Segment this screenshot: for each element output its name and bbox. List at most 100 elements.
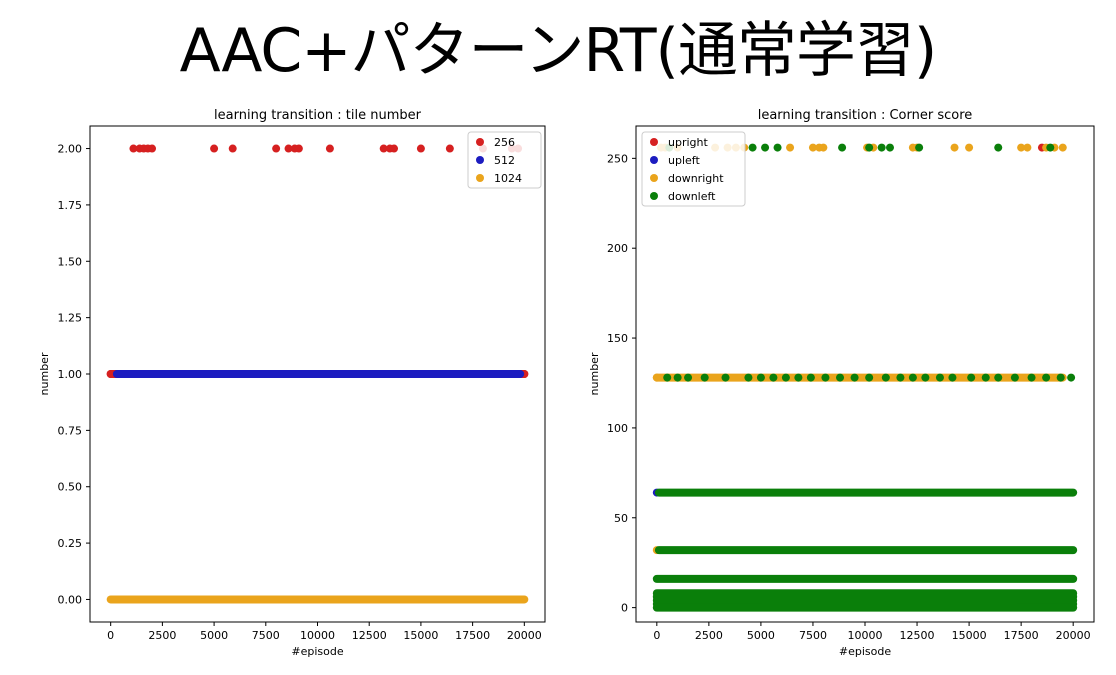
legend-label: 512	[494, 154, 515, 167]
legend-marker	[476, 174, 484, 182]
x-tick-label: 2500	[148, 629, 176, 642]
data-point	[808, 143, 817, 152]
y-tick-label: 1.00	[58, 368, 83, 381]
data-point	[1017, 143, 1026, 152]
data-point	[325, 144, 334, 153]
data-point	[673, 373, 682, 382]
legend-label: 256	[494, 136, 515, 149]
data-point	[284, 144, 293, 153]
data-point	[748, 143, 757, 152]
x-tick-label: 0	[653, 629, 660, 642]
legend-label: 1024	[494, 172, 522, 185]
data-point	[896, 373, 905, 382]
data-point	[981, 373, 990, 382]
data-point	[700, 373, 709, 382]
y-tick-label: 50	[614, 512, 628, 525]
data-point	[721, 373, 730, 382]
data-point	[769, 373, 778, 382]
data-point	[106, 370, 115, 378]
y-axis-label: number	[588, 352, 601, 395]
x-tick-label: 0	[107, 629, 114, 642]
data-point	[821, 373, 830, 382]
x-axis-label: #episode	[839, 645, 891, 658]
y-tick-label: 0.75	[58, 424, 83, 437]
x-tick-label: 7500	[252, 629, 280, 642]
data-point	[390, 144, 399, 153]
x-tick-label: 5000	[200, 629, 228, 642]
data-point	[965, 143, 974, 152]
y-tick-label: 1.50	[58, 255, 83, 268]
y-tick-label: 100	[607, 422, 628, 435]
data-point	[148, 144, 157, 153]
data-point	[1067, 373, 1076, 382]
x-axis-label: #episode	[291, 645, 343, 658]
x-tick-label: 7500	[799, 629, 827, 642]
data-point	[948, 373, 957, 382]
data-point	[935, 373, 944, 382]
series-downleft	[652, 143, 1078, 612]
data-point	[865, 143, 874, 152]
chart-title: learning transition : Corner score	[758, 108, 973, 123]
x-tick-label: 12500	[900, 629, 935, 642]
legend-marker	[476, 138, 484, 146]
legend-marker	[476, 156, 484, 164]
y-tick-label: 0.25	[58, 537, 83, 550]
legend: upright upleft downright downleft	[641, 131, 746, 207]
x-tick-label: 10000	[848, 629, 883, 642]
data-point	[836, 373, 845, 382]
data-point	[129, 144, 138, 153]
x-tick-label: 17500	[1004, 629, 1039, 642]
legend-marker	[650, 192, 658, 200]
data-point	[794, 373, 803, 382]
data-point	[881, 373, 890, 382]
data-point	[819, 143, 828, 152]
data-point	[272, 144, 281, 153]
data-point	[921, 373, 930, 382]
data-point	[967, 373, 976, 382]
data-point	[445, 144, 454, 153]
data-point	[294, 144, 303, 153]
x-tick-label: 20000	[507, 629, 542, 642]
y-axis-label: number	[38, 352, 51, 395]
y-tick-label: 0	[621, 602, 628, 615]
x-tick-label: 15000	[952, 629, 987, 642]
data-point	[210, 144, 219, 153]
data-point	[786, 143, 795, 152]
chart-title: learning transition : tile number	[214, 108, 422, 123]
y-tick-label: 1.75	[58, 199, 83, 212]
data-point	[228, 144, 237, 153]
data-point	[684, 373, 693, 382]
data-point	[885, 143, 894, 152]
data-point	[994, 373, 1003, 382]
legend-label: upright	[668, 136, 708, 149]
y-tick-label: 0.00	[58, 593, 83, 606]
y-tick-label: 150	[607, 332, 628, 345]
data-point	[756, 373, 765, 382]
y-tick-label: 200	[607, 242, 628, 255]
data-point	[915, 143, 924, 152]
data-point	[744, 373, 753, 382]
y-tick-label: 2.00	[58, 143, 83, 156]
y-tick-label: 250	[607, 152, 628, 165]
data-point	[806, 373, 815, 382]
x-tick-label: 17500	[455, 629, 490, 642]
slide-title: AAC+パターンRT(通常学習)	[179, 16, 938, 86]
data-point	[1056, 373, 1065, 382]
x-tick-label: 2500	[695, 629, 723, 642]
data-point	[838, 143, 847, 152]
x-tick-label: 10000	[300, 629, 335, 642]
legend-box	[641, 131, 746, 207]
data-point	[908, 373, 917, 382]
data-point	[663, 373, 672, 382]
data-point	[877, 143, 886, 152]
data-point	[781, 373, 790, 382]
data-point	[761, 143, 770, 152]
data-point	[950, 143, 959, 152]
legend-marker	[650, 138, 658, 146]
x-tick-label: 20000	[1056, 629, 1091, 642]
data-point	[773, 143, 782, 152]
y-tick-label: 1.25	[58, 312, 83, 325]
x-tick-label: 12500	[352, 629, 387, 642]
